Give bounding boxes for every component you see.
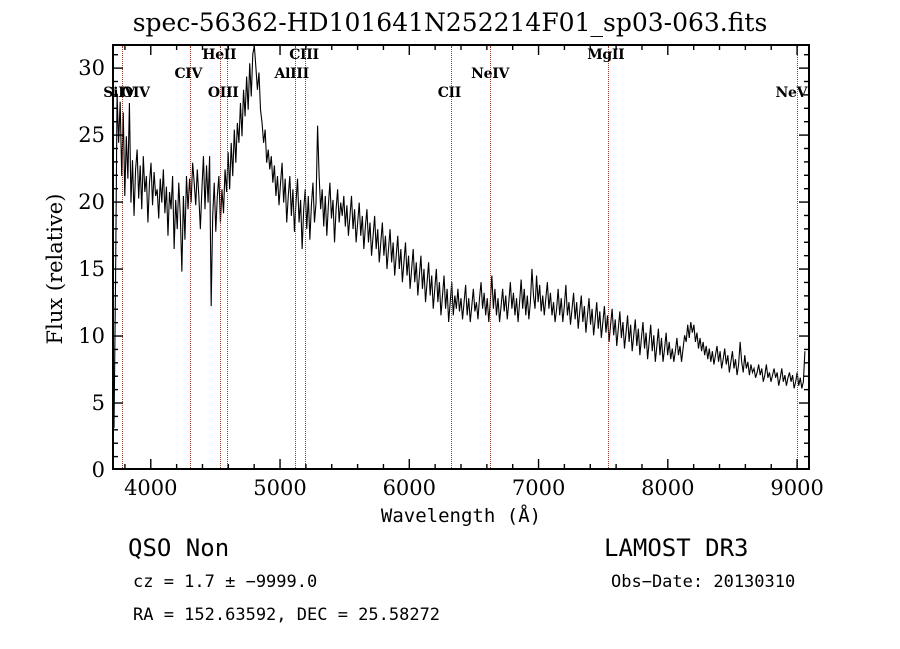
emission-line-ciii: [305, 46, 307, 468]
y-axis-title: Flux (relative): [43, 193, 67, 345]
survey-text: LAMOST DR3: [604, 534, 749, 562]
line-label-nev: NeV: [775, 85, 808, 101]
emission-line-oiv: [121, 46, 123, 468]
y-tick-labels: 0 5 10 15 20 25 30: [0, 0, 105, 649]
page-title: spec-56362-HD101641N252214F01_sp03-063.f…: [132, 8, 768, 37]
x-tick-9000: 9000: [770, 476, 824, 500]
line-label-civ: CIV: [174, 66, 203, 82]
x-tick-7000: 7000: [511, 476, 566, 500]
y-tick-15: 15: [78, 257, 105, 282]
y-tick-0: 0: [91, 458, 105, 482]
obs-date-text: Obs−Date: 20130310: [611, 572, 796, 592]
y-tick-20: 20: [78, 190, 105, 215]
emission-line-aliii: [295, 46, 296, 468]
line-label-oiii: OIII: [207, 85, 239, 101]
line-label-aliii: AlIII: [274, 66, 310, 82]
line-label-siiv: SiIV: [103, 85, 135, 101]
line-label-mgii: MgII: [587, 47, 625, 63]
classification-text: QSO Non: [128, 534, 230, 562]
y-tick-25: 25: [78, 123, 105, 148]
x-tick-4000: 4000: [124, 476, 178, 500]
emission-line-nev: [797, 46, 799, 468]
x-tick-5000: 5000: [253, 476, 307, 500]
emission-line-cii: [451, 46, 453, 468]
x-tick-8000: 8000: [641, 476, 695, 500]
spectrum-trace: [114, 46, 806, 429]
line-label-cii: CII: [437, 85, 462, 101]
line-label-heii: HeII: [202, 47, 237, 63]
y-tick-30: 30: [78, 56, 105, 81]
line-label-oiv: OIV: [120, 85, 150, 101]
emission-line-civ: [190, 46, 192, 468]
spectrum-plot-area: [112, 44, 810, 470]
redshift-text: cz = 1.7 ± −9999.0: [133, 572, 318, 592]
coordinates-text: RA = 152.63592, DEC = 25.58272: [133, 605, 441, 625]
line-label-neiv: NeIV: [471, 66, 510, 82]
y-tick-5: 5: [91, 391, 105, 415]
y-tick-10: 10: [78, 324, 105, 348]
x-axis-title: Wavelength (Å): [380, 505, 542, 527]
emission-line-oiii: [226, 46, 228, 468]
emission-line-heii: [220, 46, 221, 468]
emission-line-mgii: [607, 46, 609, 468]
x-tick-6000: 6000: [382, 476, 437, 500]
emission-line-neiv: [489, 46, 491, 468]
line-label-ciii: CIII: [289, 47, 319, 63]
